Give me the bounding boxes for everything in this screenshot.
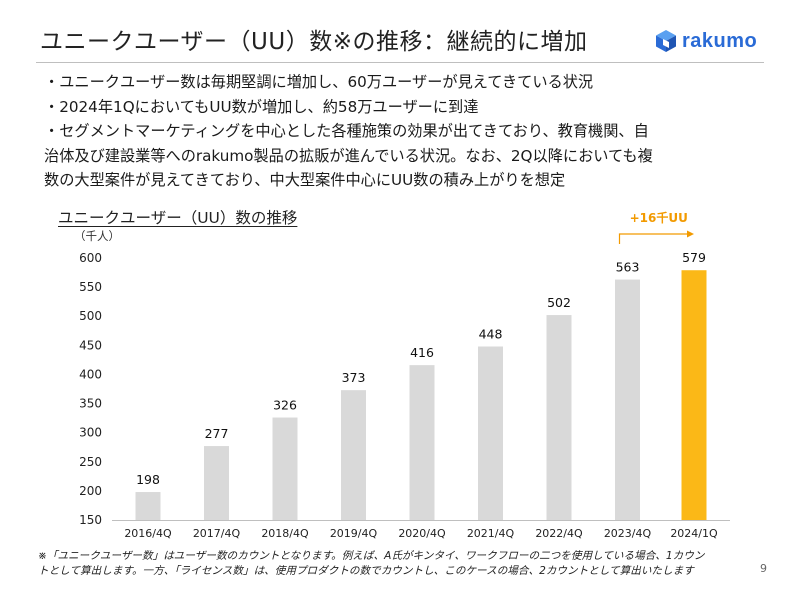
footnote-line-2: トとして算出します。一方、「ライセンス数」は、使用プロダクトの数でカウントし、こ… — [38, 565, 694, 577]
annotation-arrow-head — [687, 230, 694, 238]
x-tick-label: 2017/4Q — [193, 527, 241, 540]
data-label: 502 — [547, 295, 571, 310]
bullet-list: ・ユニークユーザー数は毎期堅調に増加し、60万ユーザーが見えてきている状況 ・2… — [44, 70, 774, 193]
bullet-2: ・2024年1QにおいてもUU数が増加し、約58万ユーザーに到達 — [44, 97, 479, 116]
y-tick-label: 300 — [79, 426, 102, 440]
rakumo-logo: rakumo — [655, 28, 757, 54]
x-tick-label: 2023/4Q — [604, 527, 652, 540]
bar-2023-4Q — [615, 279, 640, 520]
bar-2018-4Q — [272, 417, 298, 520]
footnote: ※「ユニークユーザー数」はユーザー数のカウントとなります。例えば、A氏がキンタイ… — [38, 549, 738, 579]
data-label: 198 — [136, 472, 160, 487]
y-tick-label: 150 — [79, 513, 102, 527]
bar-2016-4Q — [135, 492, 161, 520]
x-tick-label: 2021/4Q — [467, 527, 515, 540]
bar-2022-4Q — [546, 315, 572, 520]
y-tick-label: 600 — [79, 251, 102, 265]
bullet-3-line-3: 数の大型案件が見えてきており、中大型案件中心にUU数の積み上がりを想定 — [44, 171, 566, 189]
bar-2020-4Q — [409, 365, 435, 520]
x-tick-label: 2019/4Q — [330, 527, 378, 540]
bullet-3-line-2: 治体及び建設業等へのrakumo製品の拡販が進んでいる状況。なお、2Q以降におい… — [44, 146, 653, 165]
bullet-3: ・セグメントマーケティングを中心とした各種施策の効果が出てきており、教育機関、自 — [44, 122, 649, 140]
y-tick-label: 500 — [79, 309, 102, 323]
slide-title: ユニークユーザー（UU）数※の推移：継続的に増加 — [40, 29, 588, 55]
bar-2021-4Q — [478, 346, 503, 520]
data-label: 579 — [682, 250, 706, 265]
bullet-1: ・ユニークユーザー数は毎期堅調に増加し、60万ユーザーが見えてきている状況 — [44, 73, 594, 91]
data-label: 326 — [273, 398, 297, 413]
x-tick-label: 2016/4Q — [124, 527, 172, 540]
logo-text: rakumo — [682, 29, 758, 52]
annotation-label: +16千UU — [630, 210, 688, 225]
chart-title: ユニークユーザー（UU）数の推移 — [58, 209, 298, 227]
y-tick-label: 250 — [79, 455, 102, 469]
bar-2019-4Q — [341, 390, 366, 520]
data-label: 277 — [205, 426, 229, 441]
y-tick-label: 450 — [79, 338, 102, 352]
data-label: 448 — [479, 326, 503, 341]
rakumo-cube-icon — [656, 30, 676, 52]
footnote-line-1: ※「ユニークユーザー数」はユーザー数のカウントとなります。例えば、A氏がキンタイ… — [38, 550, 705, 562]
y-tick-label: 350 — [79, 397, 102, 411]
data-label: 563 — [616, 260, 640, 275]
y-tick-label: 550 — [79, 280, 102, 294]
x-tick-label: 2024/1Q — [670, 527, 718, 540]
bar-2024-1Q — [681, 270, 707, 520]
x-tick-label: 2020/4Q — [398, 527, 446, 540]
bar-2017-4Q — [204, 446, 229, 520]
chart-unit-label: （千人） — [74, 229, 120, 243]
page-number: 9 — [760, 562, 767, 575]
y-tick-label: 400 — [79, 367, 102, 381]
annotation-arrow-line — [618, 233, 690, 244]
y-tick-label: 200 — [79, 484, 102, 498]
x-tick-label: 2018/4Q — [261, 527, 309, 540]
x-tick-label: 2022/4Q — [535, 527, 583, 540]
title-divider — [36, 62, 764, 63]
data-label: 373 — [342, 370, 366, 385]
data-label: 416 — [410, 345, 434, 360]
